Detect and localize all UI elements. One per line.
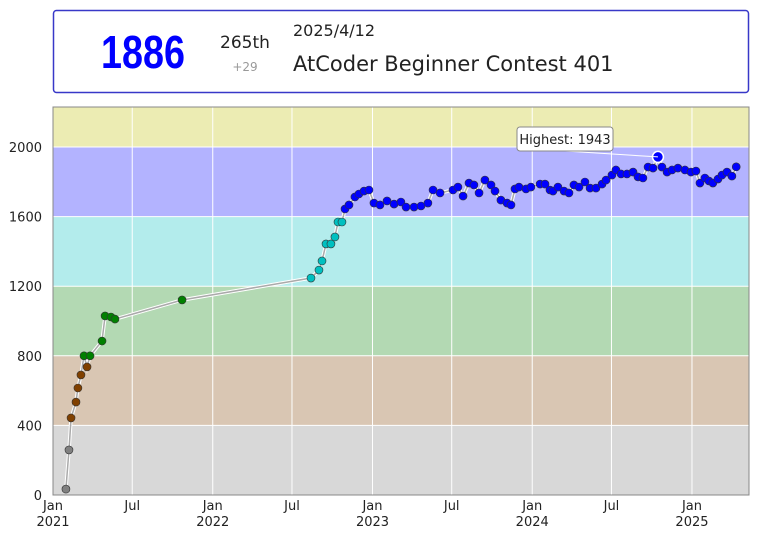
y-tick-label: 2000 xyxy=(9,141,42,156)
x-tick-label: 2025 xyxy=(675,515,708,530)
y-tick-label: 1600 xyxy=(9,211,42,226)
y-tick-label: 400 xyxy=(17,419,42,434)
contest-date: 2025/4/12 xyxy=(293,21,375,40)
rating-point xyxy=(490,186,500,196)
rating-point xyxy=(673,163,683,173)
x-tick-label: 2022 xyxy=(196,515,229,530)
rating-point xyxy=(337,217,347,227)
rating-point xyxy=(396,197,406,207)
rating-point xyxy=(375,200,385,210)
rating-point xyxy=(601,175,611,185)
rating-point xyxy=(344,200,354,210)
header-box xyxy=(52,9,750,94)
x-tick-label: Jul xyxy=(443,499,460,514)
rating-point xyxy=(526,182,536,192)
rating-point xyxy=(317,256,327,266)
rating-point xyxy=(731,162,741,172)
rating-point xyxy=(574,182,584,192)
rating-point xyxy=(177,295,187,305)
annotation-line xyxy=(564,150,658,158)
y-tick-label: 800 xyxy=(17,350,42,365)
x-tick-label: Jan xyxy=(42,499,63,514)
rating-point xyxy=(61,484,71,494)
rating-point xyxy=(364,185,374,195)
annotation-box xyxy=(516,126,614,152)
rating-point xyxy=(82,362,92,372)
x-tick-label: 2023 xyxy=(356,515,389,530)
rating-band xyxy=(53,107,749,148)
rating-point xyxy=(326,239,336,249)
rating-point xyxy=(486,180,496,190)
rating-point xyxy=(591,183,601,193)
rating-point xyxy=(638,173,648,183)
x-tick-label: Jan xyxy=(202,499,223,514)
x-tick-label: 2021 xyxy=(36,515,69,530)
rating-band xyxy=(53,355,749,426)
rating-point xyxy=(657,162,667,172)
y-tick-label: 0 xyxy=(34,489,42,504)
rating-point xyxy=(506,200,516,210)
rating-point xyxy=(474,188,484,198)
rating-point xyxy=(580,177,590,187)
y-tick-label: 1200 xyxy=(9,280,42,295)
x-tick-label: Jan xyxy=(681,499,702,514)
rank: 265th xyxy=(220,33,270,53)
rating-point xyxy=(423,198,433,208)
x-tick-label: Jan xyxy=(521,499,542,514)
rating-point xyxy=(97,336,107,346)
rating-band xyxy=(53,286,749,356)
x-tick-label: Jul xyxy=(123,499,140,514)
x-tick-label: 2024 xyxy=(516,515,549,530)
rating-point xyxy=(401,202,411,212)
rating-point xyxy=(409,202,419,212)
x-tick-label: Jan xyxy=(361,499,382,514)
rating-band xyxy=(53,216,749,287)
rating-point xyxy=(85,351,95,361)
rating-point xyxy=(76,370,86,380)
plot-area xyxy=(53,107,749,495)
rating-point xyxy=(382,196,392,206)
rating-point xyxy=(540,179,550,189)
rating-point xyxy=(458,191,468,201)
rating-point xyxy=(648,163,658,173)
rating-diff: +29 xyxy=(232,60,257,74)
x-tick-label: Jul xyxy=(603,499,620,514)
rating-point xyxy=(110,314,120,324)
rating-point xyxy=(73,383,83,393)
rating-point xyxy=(691,166,701,176)
rating: 1886 xyxy=(101,26,185,77)
rating-point xyxy=(469,180,479,190)
rating-point xyxy=(306,273,316,283)
contest-name: AtCoder Beginner Contest 401 xyxy=(293,52,614,76)
rating-point xyxy=(480,175,490,185)
rating-point xyxy=(453,182,463,192)
rating-point xyxy=(64,445,74,455)
rating-point xyxy=(514,182,524,192)
plot-frame xyxy=(52,106,750,496)
rating-band xyxy=(53,425,749,495)
rating-point xyxy=(71,397,81,407)
rating-point xyxy=(435,188,445,198)
rating-point xyxy=(314,265,324,275)
rating-point xyxy=(66,413,76,423)
rating-point xyxy=(553,182,563,192)
rating-point xyxy=(727,171,737,181)
rating-point xyxy=(330,232,340,242)
x-tick-label: Jul xyxy=(283,499,300,514)
rating-point xyxy=(564,188,574,198)
annotation: Highest: 1943 xyxy=(519,133,610,148)
